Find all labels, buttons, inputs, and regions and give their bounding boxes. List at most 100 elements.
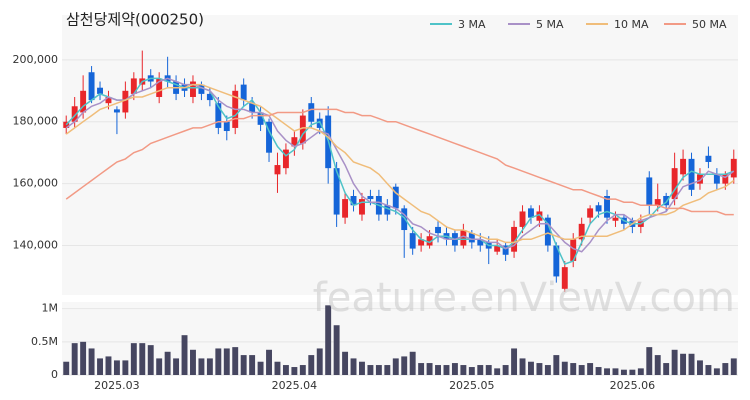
candle-body: [494, 245, 501, 252]
candle-body: [553, 245, 560, 277]
ma-line: [65, 77, 735, 266]
volume-bar: [350, 358, 357, 375]
volume-bar: [612, 368, 619, 375]
candle-body: [88, 72, 95, 101]
volume-bar: [671, 349, 678, 375]
candle-body: [688, 158, 695, 190]
candle-body: [578, 223, 585, 240]
ma-line: [65, 77, 735, 253]
y-tick-label: 160,000: [13, 177, 59, 190]
volume-bar: [688, 353, 695, 375]
candle-body: [359, 199, 365, 215]
candle-body: [418, 239, 425, 246]
candle-body: [249, 103, 256, 113]
volume-bar: [494, 368, 501, 375]
volume-bar: [637, 368, 644, 375]
candle-body: [511, 226, 518, 252]
candle-body: [722, 174, 729, 184]
volume-bar: [620, 369, 627, 375]
volume-bar: [451, 363, 458, 375]
candle-body: [240, 84, 247, 101]
volume-bar: [190, 349, 196, 375]
volume-bar: [654, 355, 661, 375]
candle-body: [401, 208, 408, 231]
volume-bar: [697, 360, 703, 375]
candle-body: [333, 168, 340, 215]
volume-bar: [511, 348, 518, 375]
volume-bar: [646, 347, 653, 375]
volume-bar: [384, 365, 391, 375]
price-plot-area: [62, 15, 738, 295]
volume-bar: [223, 348, 230, 375]
x-tick-label: 2025.04: [272, 379, 318, 392]
ma-line: [65, 108, 734, 216]
volume-bar: [299, 365, 306, 375]
volume-bar: [97, 358, 103, 375]
x-tick-label: 2025.03: [94, 379, 140, 392]
candle-body: [71, 106, 78, 122]
volume-bar: [282, 365, 289, 375]
volume-bar: [274, 361, 281, 375]
volume-bar: [367, 365, 374, 375]
candle-body: [612, 217, 619, 221]
candle-body: [367, 195, 374, 200]
volume-bar: [409, 351, 416, 375]
volume-bar: [198, 358, 205, 375]
volume-bar: [147, 345, 154, 375]
candle-body: [80, 90, 87, 113]
candle-body: [528, 208, 534, 218]
x-tick-label: 2025.06: [610, 379, 656, 392]
candle-body: [206, 93, 213, 101]
ma-line: [65, 83, 735, 244]
volume-bar: [578, 365, 585, 375]
volume-bar: [139, 343, 146, 375]
candle-body: [654, 199, 661, 206]
volume-bar: [722, 363, 729, 375]
watermark: feature.enViewV.com: [313, 275, 735, 321]
candle-body: [705, 155, 712, 162]
volume-bar: [705, 365, 712, 375]
candle-body: [587, 208, 594, 218]
volume-bar: [240, 355, 247, 375]
y-tick-label: 200,000: [13, 53, 59, 66]
candle-body: [198, 84, 205, 94]
volume-bar: [266, 349, 272, 375]
legend-label: 10 MA: [614, 18, 649, 31]
candle-body: [384, 205, 391, 215]
volume-bar: [164, 351, 171, 375]
volume-bar: [570, 363, 577, 375]
candle-body: [274, 165, 281, 175]
y-tick-label: 0: [51, 368, 58, 381]
volume-bar: [215, 348, 222, 375]
candle-body: [544, 217, 551, 246]
candle-body: [646, 177, 653, 206]
legend-label: 5 MA: [536, 18, 564, 31]
candle-body: [130, 78, 137, 94]
volume-bar: [553, 355, 560, 375]
candle-body: [291, 137, 298, 147]
volume-bar: [105, 356, 112, 375]
candle-body: [409, 233, 416, 249]
volume-bar: [392, 358, 399, 375]
volume-bar: [88, 348, 95, 375]
candle-body: [190, 81, 196, 97]
chart-title: 삼천당제약(000250): [66, 11, 204, 29]
volume-bar: [561, 361, 568, 375]
volume-bar: [435, 365, 441, 375]
volume-bar: [595, 367, 602, 375]
candle-body: [604, 195, 610, 218]
volume-bar: [325, 305, 332, 375]
candle-body: [215, 103, 222, 128]
candle-body: [299, 115, 306, 144]
candle-body: [105, 96, 112, 104]
candle-body: [223, 121, 230, 132]
candle-body: [671, 168, 678, 200]
candle-body: [113, 109, 120, 113]
y-tick-label: 140,000: [13, 238, 59, 251]
volume-bar: [232, 347, 239, 375]
volume-bar: [173, 358, 180, 375]
candle-body: [156, 78, 163, 97]
volume-bar: [663, 363, 670, 375]
volume-bar: [519, 358, 526, 375]
